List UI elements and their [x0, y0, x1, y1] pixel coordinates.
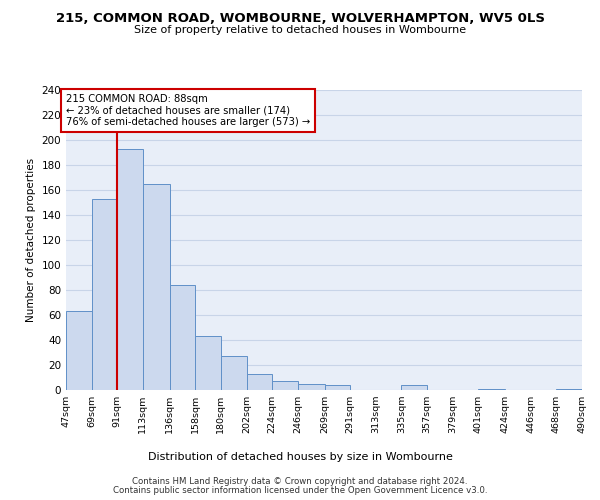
Bar — [247, 374, 272, 390]
Bar — [272, 381, 298, 390]
Bar — [556, 389, 582, 390]
Text: Contains public sector information licensed under the Open Government Licence v3: Contains public sector information licen… — [113, 486, 487, 495]
Y-axis label: Number of detached properties: Number of detached properties — [26, 158, 36, 322]
Bar — [195, 336, 221, 390]
Bar — [117, 149, 143, 390]
Bar — [66, 311, 92, 390]
Bar — [143, 184, 170, 390]
Bar — [221, 356, 247, 390]
Text: Distribution of detached houses by size in Wombourne: Distribution of detached houses by size … — [148, 452, 452, 462]
Text: Contains HM Land Registry data © Crown copyright and database right 2024.: Contains HM Land Registry data © Crown c… — [132, 477, 468, 486]
Bar — [401, 385, 427, 390]
Text: Size of property relative to detached houses in Wombourne: Size of property relative to detached ho… — [134, 25, 466, 35]
Text: 215 COMMON ROAD: 88sqm
← 23% of detached houses are smaller (174)
76% of semi-de: 215 COMMON ROAD: 88sqm ← 23% of detached… — [66, 94, 310, 127]
Bar — [92, 198, 117, 390]
Bar — [325, 385, 350, 390]
Bar — [170, 285, 195, 390]
Bar — [298, 384, 325, 390]
Bar — [478, 389, 505, 390]
Text: 215, COMMON ROAD, WOMBOURNE, WOLVERHAMPTON, WV5 0LS: 215, COMMON ROAD, WOMBOURNE, WOLVERHAMPT… — [56, 12, 545, 26]
